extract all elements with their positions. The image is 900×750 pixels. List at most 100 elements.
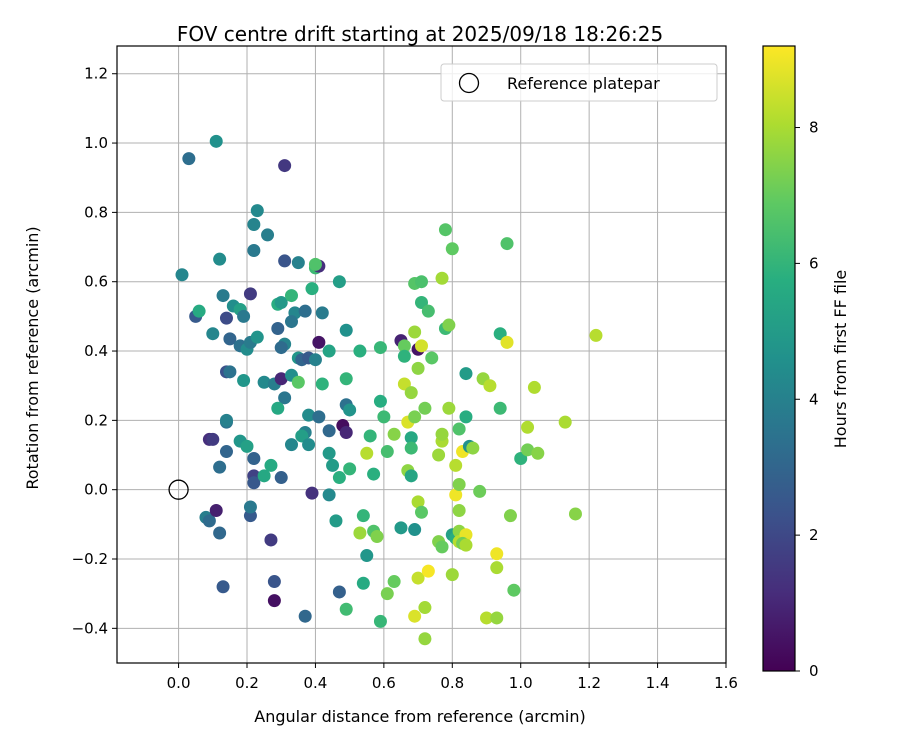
data-point bbox=[373, 394, 387, 408]
data-point bbox=[175, 268, 189, 282]
colorbar: 0 2 4 6 8 Hours from first FF file bbox=[762, 45, 850, 680]
data-point bbox=[558, 415, 572, 429]
data-point bbox=[421, 564, 435, 578]
data-point bbox=[308, 353, 322, 367]
data-point bbox=[257, 469, 271, 483]
data-point bbox=[459, 410, 473, 424]
data-point bbox=[363, 429, 377, 443]
data-point bbox=[339, 602, 353, 616]
data-point bbox=[298, 609, 312, 623]
data-point bbox=[507, 583, 521, 597]
data-point bbox=[291, 256, 305, 270]
data-point bbox=[449, 488, 463, 502]
data-point bbox=[404, 441, 418, 455]
data-point bbox=[223, 365, 237, 379]
data-point bbox=[240, 439, 254, 453]
data-point bbox=[298, 304, 312, 318]
data-point bbox=[278, 391, 292, 405]
data-point bbox=[322, 488, 336, 502]
data-point bbox=[408, 325, 422, 339]
data-point bbox=[257, 375, 271, 389]
data-point bbox=[250, 204, 264, 218]
data-point bbox=[339, 425, 353, 439]
data-point bbox=[264, 533, 278, 547]
data-point bbox=[343, 403, 357, 417]
data-point bbox=[367, 467, 381, 481]
data-point bbox=[435, 427, 449, 441]
x-tick-label: 0.6 bbox=[372, 674, 396, 692]
data-point bbox=[373, 614, 387, 628]
data-point bbox=[219, 445, 233, 459]
data-point bbox=[353, 344, 367, 358]
data-point bbox=[404, 386, 418, 400]
data-point bbox=[250, 330, 264, 344]
y-axis-label: Rotation from reference (arcmin) bbox=[23, 226, 42, 489]
data-point bbox=[274, 372, 288, 386]
data-point bbox=[223, 332, 237, 346]
data-point bbox=[418, 401, 432, 415]
data-point bbox=[247, 218, 261, 232]
data-point bbox=[332, 585, 346, 599]
data-point bbox=[182, 152, 196, 166]
data-point bbox=[568, 507, 582, 521]
data-point bbox=[237, 309, 251, 323]
data-point bbox=[356, 509, 370, 523]
x-axis-label: Angular distance from reference (arcmin) bbox=[254, 707, 585, 726]
data-point bbox=[206, 327, 220, 341]
data-point bbox=[243, 287, 257, 301]
data-point bbox=[264, 458, 278, 472]
data-point bbox=[302, 438, 316, 452]
data-point bbox=[322, 424, 336, 438]
data-point bbox=[271, 401, 285, 415]
data-point bbox=[339, 323, 353, 337]
data-point bbox=[343, 462, 357, 476]
data-point bbox=[332, 471, 346, 485]
data-point bbox=[373, 341, 387, 355]
data-point bbox=[380, 445, 394, 459]
data-point bbox=[411, 361, 425, 375]
colorbar-tick-label: 6 bbox=[809, 254, 819, 272]
data-point bbox=[322, 344, 336, 358]
data-point bbox=[435, 271, 449, 285]
data-point bbox=[274, 296, 288, 310]
data-point bbox=[404, 431, 418, 445]
data-point bbox=[271, 322, 285, 336]
data-point bbox=[312, 410, 326, 424]
data-point bbox=[387, 575, 401, 589]
y-tick-label: 0.6 bbox=[84, 273, 108, 291]
data-point bbox=[411, 571, 425, 585]
y-tick-label: −0.4 bbox=[72, 619, 108, 637]
data-point bbox=[284, 438, 298, 452]
legend-box bbox=[440, 63, 718, 102]
data-point bbox=[411, 495, 425, 509]
data-point bbox=[404, 469, 418, 483]
x-tick-label: 1.6 bbox=[714, 674, 738, 692]
data-point bbox=[274, 471, 288, 485]
y-tick-label: 0.2 bbox=[84, 411, 108, 429]
data-point bbox=[503, 509, 517, 523]
data-point bbox=[219, 413, 233, 427]
data-point bbox=[360, 549, 374, 563]
data-point bbox=[490, 561, 504, 575]
data-point bbox=[521, 420, 535, 434]
data-point bbox=[216, 289, 230, 303]
data-point bbox=[380, 587, 394, 601]
data-point bbox=[261, 228, 275, 242]
data-point bbox=[387, 427, 401, 441]
data-point bbox=[237, 373, 251, 387]
data-point bbox=[500, 335, 514, 349]
data-point bbox=[308, 257, 322, 271]
y-tick-label: −0.2 bbox=[72, 550, 108, 568]
x-tick-label: 0.0 bbox=[167, 674, 191, 692]
data-point bbox=[415, 505, 428, 519]
data-point bbox=[438, 223, 452, 237]
data-point bbox=[421, 304, 435, 318]
colorbar-gradient bbox=[762, 45, 796, 672]
data-point bbox=[449, 458, 463, 472]
data-point bbox=[527, 380, 541, 394]
data-point bbox=[305, 282, 319, 296]
data-point bbox=[480, 611, 494, 625]
data-point bbox=[202, 514, 216, 528]
data-point bbox=[452, 422, 466, 436]
data-point bbox=[415, 275, 428, 289]
